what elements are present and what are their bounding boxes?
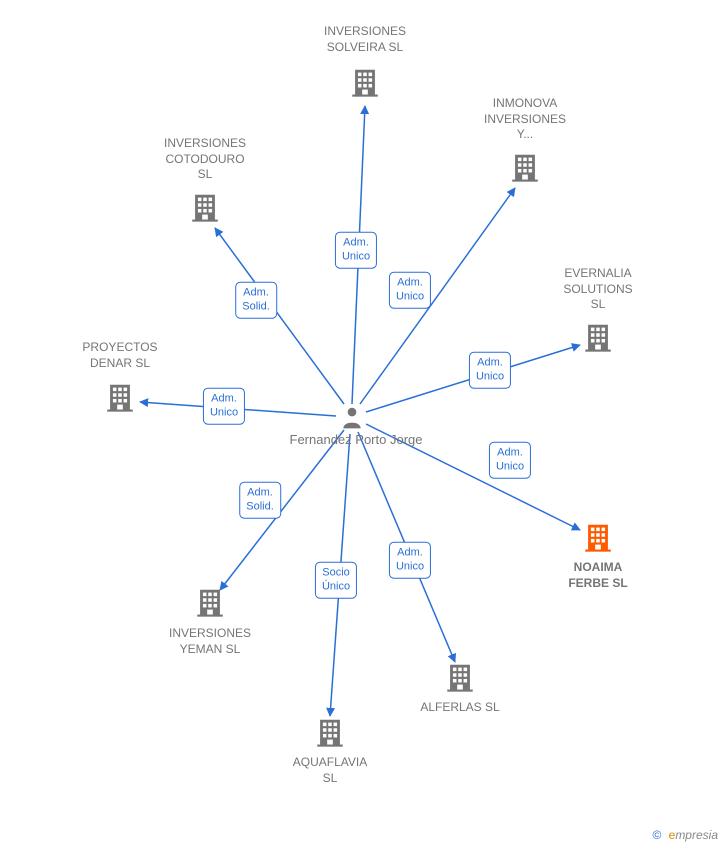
person-icon [339, 405, 365, 436]
building-icon [103, 381, 137, 420]
node-label: INVERSIONES COTODOURO SL [164, 136, 246, 183]
edge-label: Adm. Unico [489, 442, 531, 479]
node-label: EVERNALIA SOLUTIONS SL [563, 266, 632, 313]
building-icon [348, 66, 382, 105]
edge-label: Adm. Unico [469, 352, 511, 389]
building-icon [193, 586, 227, 625]
node-label: PROYECTOS DENAR SL [82, 340, 157, 371]
node-label: INMONOVA INVERSIONES Y... [484, 96, 566, 143]
brand-rest: mpresia [675, 828, 718, 842]
center-label: Fernandez Porto Jorge [290, 432, 423, 449]
building-icon [508, 151, 542, 190]
copyright-symbol: © [652, 828, 661, 842]
copyright: © empresia [652, 828, 718, 842]
building-icon [581, 521, 615, 560]
edge-label: Adm. Unico [203, 388, 245, 425]
node-label: INVERSIONES SOLVEIRA SL [324, 24, 406, 55]
building-icon [188, 191, 222, 230]
node-label: INVERSIONES YEMAN SL [169, 626, 251, 657]
building-icon [443, 661, 477, 700]
edge-label: Adm. Solid. [239, 482, 281, 519]
edge-label: Adm. Unico [389, 542, 431, 579]
edge-label: Adm. Unico [335, 232, 377, 269]
node-label: ALFERLAS SL [420, 700, 499, 716]
building-icon [313, 716, 347, 755]
edge-label: Adm. Solid. [235, 282, 277, 319]
edge-label: Adm. Unico [389, 272, 431, 309]
node-label: NOAIMA FERBE SL [568, 560, 627, 591]
edge-label: Socio Único [315, 562, 357, 599]
building-icon [581, 321, 615, 360]
node-label: AQUAFLAVIA SL [293, 755, 367, 786]
